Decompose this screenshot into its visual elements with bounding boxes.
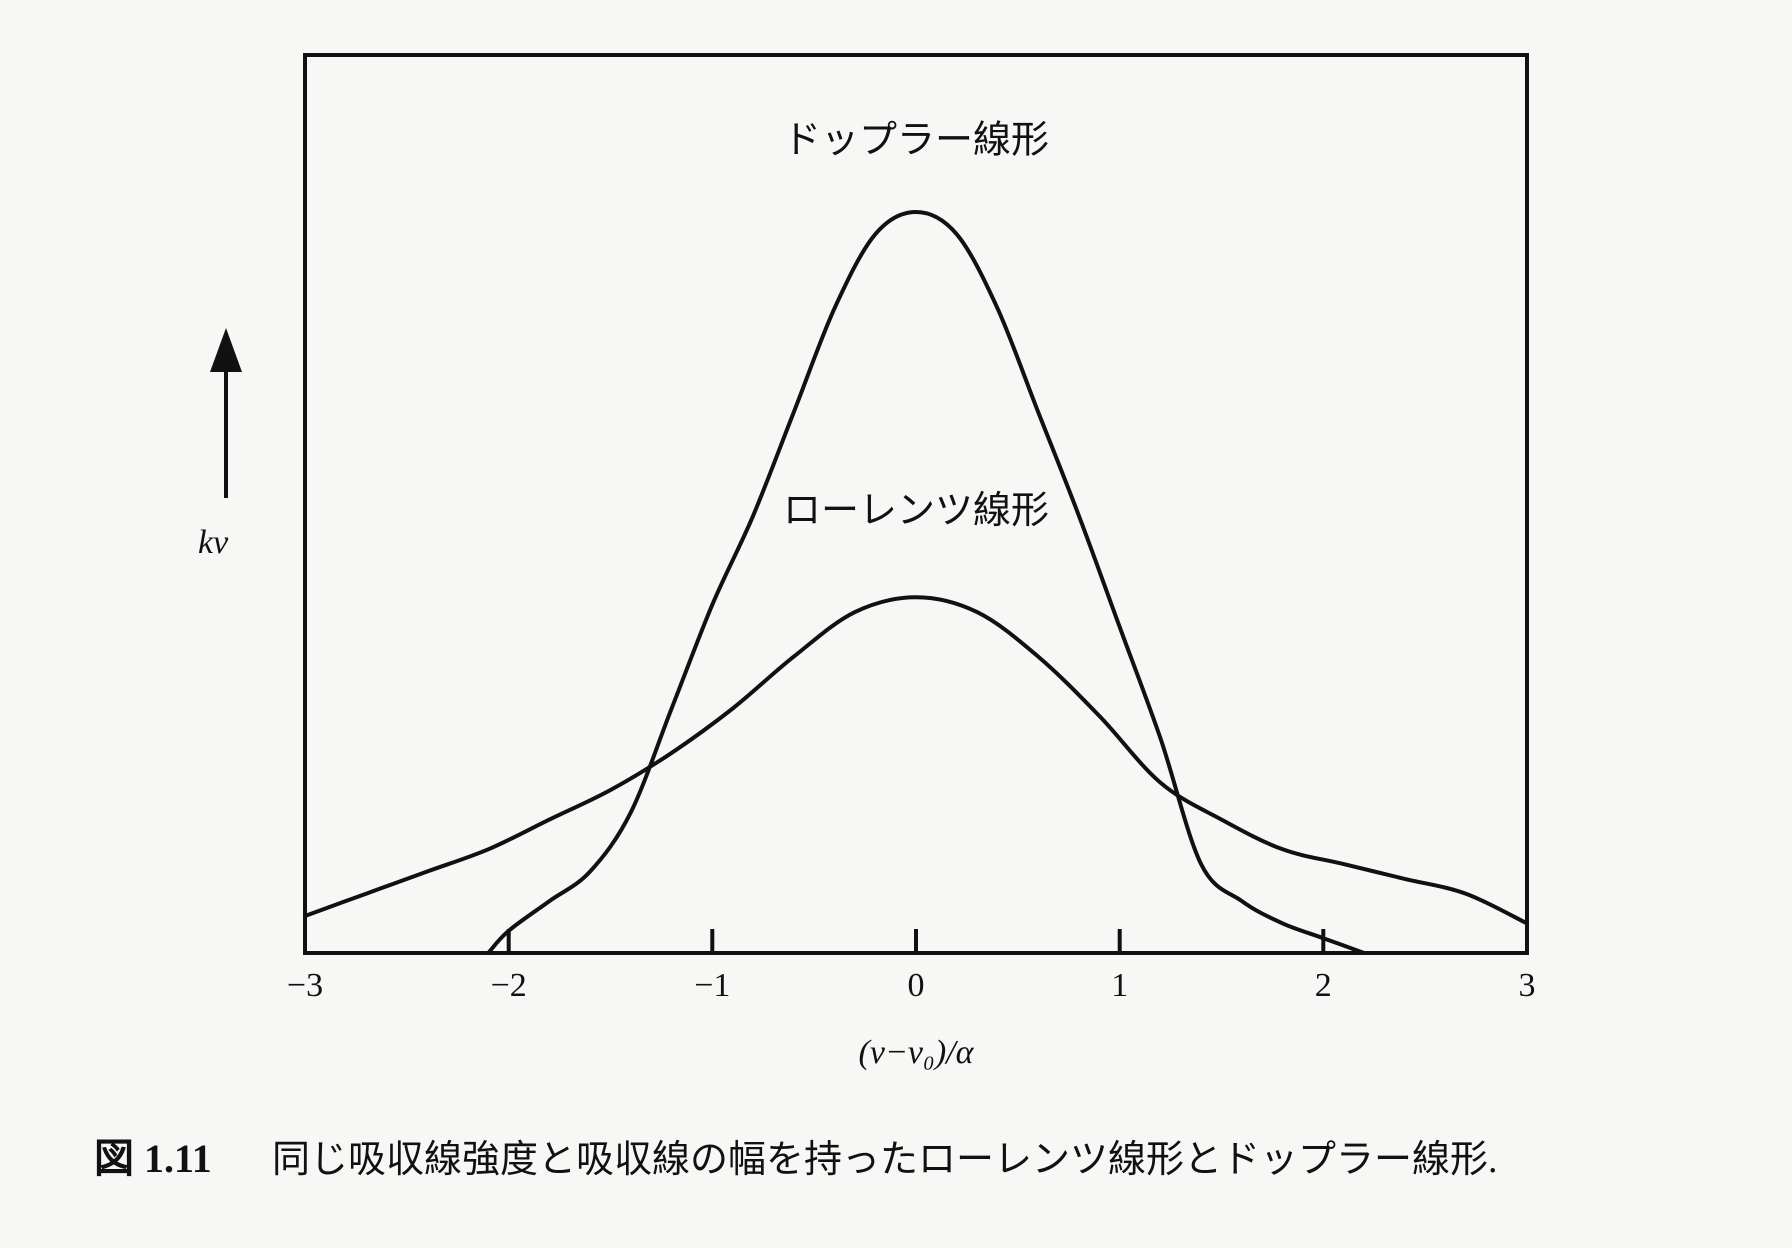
x-axis-label: (ν−ν₀)/α xyxy=(859,1034,975,1071)
x-tick-label: −3 xyxy=(287,967,323,1004)
series-layer xyxy=(303,210,1529,955)
doppler-line xyxy=(486,210,1367,955)
up-arrow-icon xyxy=(210,328,242,372)
x-tick-label: −2 xyxy=(491,967,527,1004)
y-axis-arrow xyxy=(210,328,242,498)
lorentz-line xyxy=(303,595,1529,926)
lorentz-label: ローレンツ線形 xyxy=(783,490,1049,532)
x-tick-label: 0 xyxy=(908,967,925,1004)
figure-caption: 同じ吸収線強度と吸収線の幅を持ったローレンツ線形とドップラー線形. xyxy=(272,1139,1498,1181)
figure-number: 図 1.11 xyxy=(94,1136,212,1181)
x-tick-label: 3 xyxy=(1519,967,1536,1004)
doppler-label: ドップラー線形 xyxy=(783,120,1049,162)
y-axis-label: kν xyxy=(198,524,229,561)
tick-layer: −3 −2 −1 0 1 2 3 xyxy=(287,929,1536,1004)
x-tick-label: 2 xyxy=(1315,967,1332,1004)
x-tick-label: 1 xyxy=(1111,967,1128,1004)
x-tick-label: −1 xyxy=(694,967,730,1004)
